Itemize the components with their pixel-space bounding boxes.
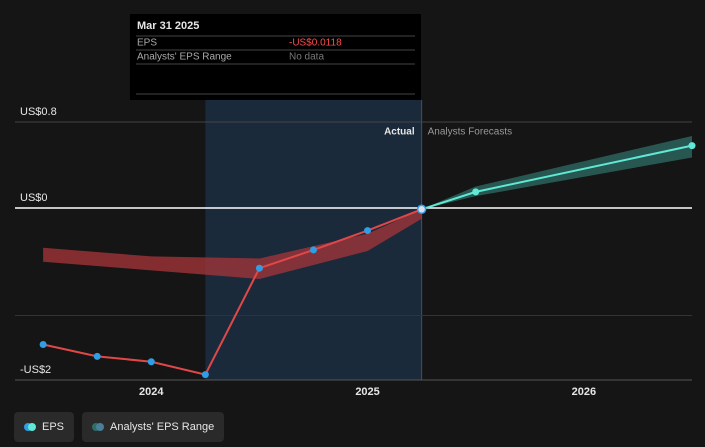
y-tick-label: -US$2 [20,364,51,376]
x-tick-label: 2026 [572,386,596,398]
legend-label: EPS [42,421,65,433]
y-tick-label: US$0 [20,192,48,204]
eps-current-point [416,204,427,215]
eps-point [472,188,480,196]
eps-line [42,208,422,376]
y-tick-label: US$0.8 [20,106,57,118]
eps-point [309,246,317,254]
forecast-range-band [421,135,692,210]
eps-point [147,358,155,366]
eps-point [255,264,263,272]
legend-eps[interactable]: EPS [14,412,75,442]
tooltip-value: No data [289,52,324,63]
x-tick-label: 2024 [139,386,164,398]
actual-label: Actual [384,127,415,138]
eps-point [201,371,209,379]
tooltip-label: Analysts' EPS Range [137,52,232,63]
eps-point [93,352,101,360]
tooltip-value: -US$0.0118 [289,38,342,49]
legend-range[interactable]: Analysts' EPS Range [82,412,225,442]
eps-point [364,227,372,235]
legend-label: Analysts' EPS Range [110,421,215,433]
eps-point [39,341,47,349]
eps-point [688,142,696,150]
tooltip-label: EPS [137,38,157,49]
actual-region [205,100,422,380]
eps-range-band [43,209,422,279]
x-tick-label: 2025 [355,386,379,398]
forecast-label: Analysts Forecasts [428,127,512,138]
tooltip-date: Mar 31 2025 [137,20,199,32]
tooltip-box [130,14,421,100]
legend: EPS Analysts' EPS Range [14,412,225,442]
